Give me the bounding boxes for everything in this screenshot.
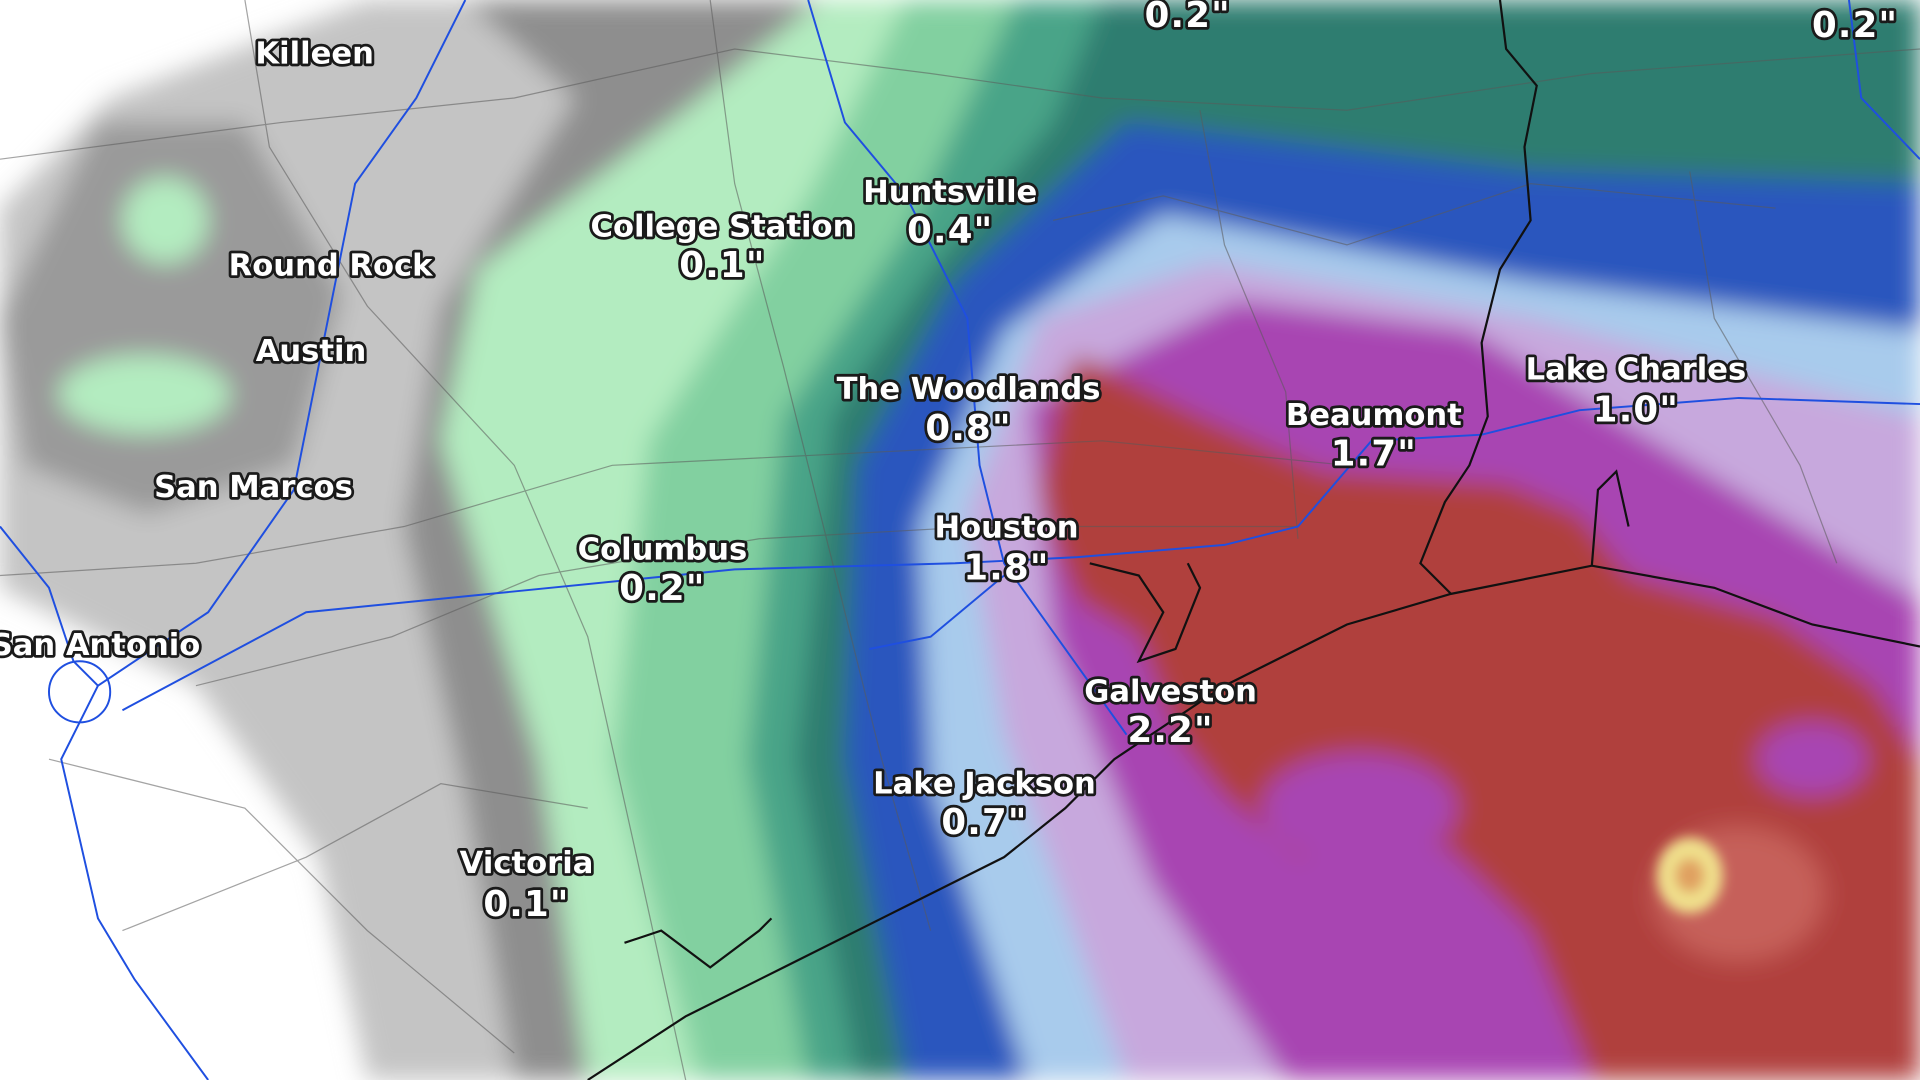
city-name: San Antonio bbox=[0, 628, 200, 663]
magenta-blob bbox=[1261, 753, 1458, 864]
rain-amount: 0.4" bbox=[907, 211, 993, 252]
city-name: Houston bbox=[934, 510, 1078, 545]
rain-amount: 0.2" bbox=[1145, 0, 1231, 36]
rain-amount: 0.7" bbox=[941, 802, 1027, 843]
city-name: Galveston bbox=[1084, 675, 1257, 710]
rain-amount: 2.2" bbox=[1127, 710, 1213, 751]
rain-amount: 1.7" bbox=[1331, 434, 1417, 475]
city-name: Columbus bbox=[578, 533, 748, 568]
city-name: The Woodlands bbox=[837, 372, 1101, 407]
city-name: Huntsville bbox=[863, 175, 1037, 210]
city-name: College Station bbox=[591, 209, 855, 244]
city-name: San Marcos bbox=[154, 470, 353, 505]
city-labels: Killeen Round Rock Austin San Marcos San… bbox=[0, 0, 1900, 928]
rain-amount: 1.8" bbox=[963, 547, 1049, 588]
rain-amount: 0.8" bbox=[925, 408, 1011, 449]
city-name: Victoria bbox=[460, 846, 594, 881]
rain-amount: 0.2" bbox=[619, 568, 705, 609]
city-name: Killeen bbox=[255, 37, 374, 72]
max-spot bbox=[1656, 837, 1723, 914]
magenta-blob bbox=[1757, 722, 1868, 796]
orange-spot bbox=[1675, 858, 1705, 893]
rain-amount: 0.1" bbox=[679, 245, 765, 286]
city-name: Lake Charles bbox=[1526, 353, 1747, 388]
city-name: Beaumont bbox=[1286, 398, 1462, 433]
rain-amount: 0.2" bbox=[1812, 5, 1898, 46]
city-name: Round Rock bbox=[229, 248, 433, 283]
green-blob bbox=[58, 355, 231, 434]
city-name: Austin bbox=[256, 334, 367, 369]
green-blob bbox=[122, 177, 209, 264]
coastline-and-borders bbox=[587, 0, 1920, 1080]
rain-amount: 0.1" bbox=[483, 884, 569, 925]
rain-amount: 1.0" bbox=[1593, 389, 1679, 430]
city-name: Lake Jackson bbox=[873, 766, 1096, 801]
